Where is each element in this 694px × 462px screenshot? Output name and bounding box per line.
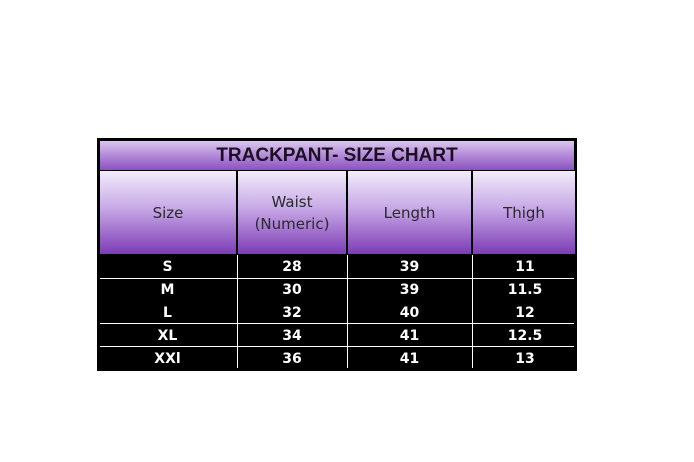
table-cell: 11 [515, 258, 535, 275]
table-cell: XL [157, 327, 178, 344]
table-row: XXl 36 41 13 [98, 347, 576, 370]
table-cell: L [163, 304, 172, 321]
table-row: S 28 39 11 [98, 255, 576, 278]
table-cell: 13 [515, 350, 535, 367]
row-divider [100, 323, 574, 324]
table-cell: 28 [282, 258, 302, 275]
table-cell: 41 [399, 350, 420, 367]
table-cell: 36 [282, 350, 302, 367]
table-row: XL 34 41 12.5 [98, 324, 576, 347]
table-cell: 30 [282, 281, 302, 298]
table-row: L 32 40 12 [98, 301, 576, 324]
table-cell: S [162, 258, 173, 275]
table-cell: 40 [399, 304, 420, 321]
header-thigh: Thigh [473, 171, 575, 254]
table-cell: 41 [399, 327, 420, 344]
table-cell: 39 [399, 258, 420, 275]
table-cell: 39 [399, 281, 420, 298]
header-length: Length [348, 171, 471, 254]
header-waist: Waist (Numeric) [238, 171, 346, 254]
table-title: TRACKPANT- SIZE CHART [100, 141, 574, 170]
table-cell: 12.5 [507, 327, 543, 344]
column-divider [237, 255, 238, 368]
header-size: Size [100, 171, 236, 254]
table-cell: 11.5 [507, 281, 543, 298]
column-divider [472, 255, 473, 368]
table-cell: XXl [154, 350, 181, 367]
column-divider [347, 255, 348, 368]
table-cell: 32 [282, 304, 302, 321]
table-cell: 34 [282, 327, 302, 344]
table-cell: M [160, 281, 175, 298]
size-chart-table: TRACKPANT- SIZE CHART Size Waist (Numeri… [97, 138, 577, 371]
table-cell: 12 [515, 304, 535, 321]
table-row: M 30 39 11.5 [98, 278, 576, 301]
row-divider [100, 346, 574, 347]
row-divider [100, 278, 574, 279]
